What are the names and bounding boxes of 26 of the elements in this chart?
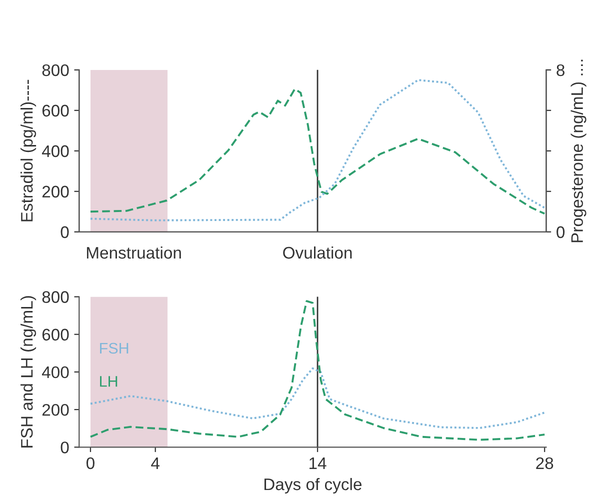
ref-line-label: Ovulation <box>283 246 352 259</box>
line-series <box>90 300 546 441</box>
x-tick-label: 4 <box>151 458 160 469</box>
y-tick-label: 400 <box>42 145 69 158</box>
y2-tick-label: 0 <box>556 226 565 238</box>
band-label: Menstruation <box>86 246 181 259</box>
y-tick-label: 600 <box>42 328 69 341</box>
y-tick-label: 400 <box>42 366 69 378</box>
text: FSH <box>100 342 128 354</box>
y-tick-label: 600 <box>42 104 69 117</box>
x-axis-title: Days of cycle <box>264 478 362 494</box>
y-axis-title: Estradiol (pg/ml)---- <box>20 80 36 222</box>
line-series <box>90 367 546 429</box>
x-tick-label: 0 <box>86 457 94 470</box>
y-axis-title: FSH and LH (ng/mL) <box>20 296 36 448</box>
y-tick-label: 200 <box>42 404 69 416</box>
y-tick-label: 0 <box>60 226 69 238</box>
y-tick-label: 200 <box>42 186 69 198</box>
y2-tick-label: 8 <box>556 64 564 76</box>
text: LH <box>100 376 118 387</box>
y-tick-label: 800 <box>42 64 69 76</box>
x-tick-label: 14 <box>310 458 326 469</box>
y2-axis-title: Progesterone (ng/mL) .... <box>570 60 586 242</box>
y-tick-label: 0 <box>60 442 69 454</box>
y-tick-label: 800 <box>42 291 69 303</box>
x-tick-label: 28 <box>536 457 554 470</box>
